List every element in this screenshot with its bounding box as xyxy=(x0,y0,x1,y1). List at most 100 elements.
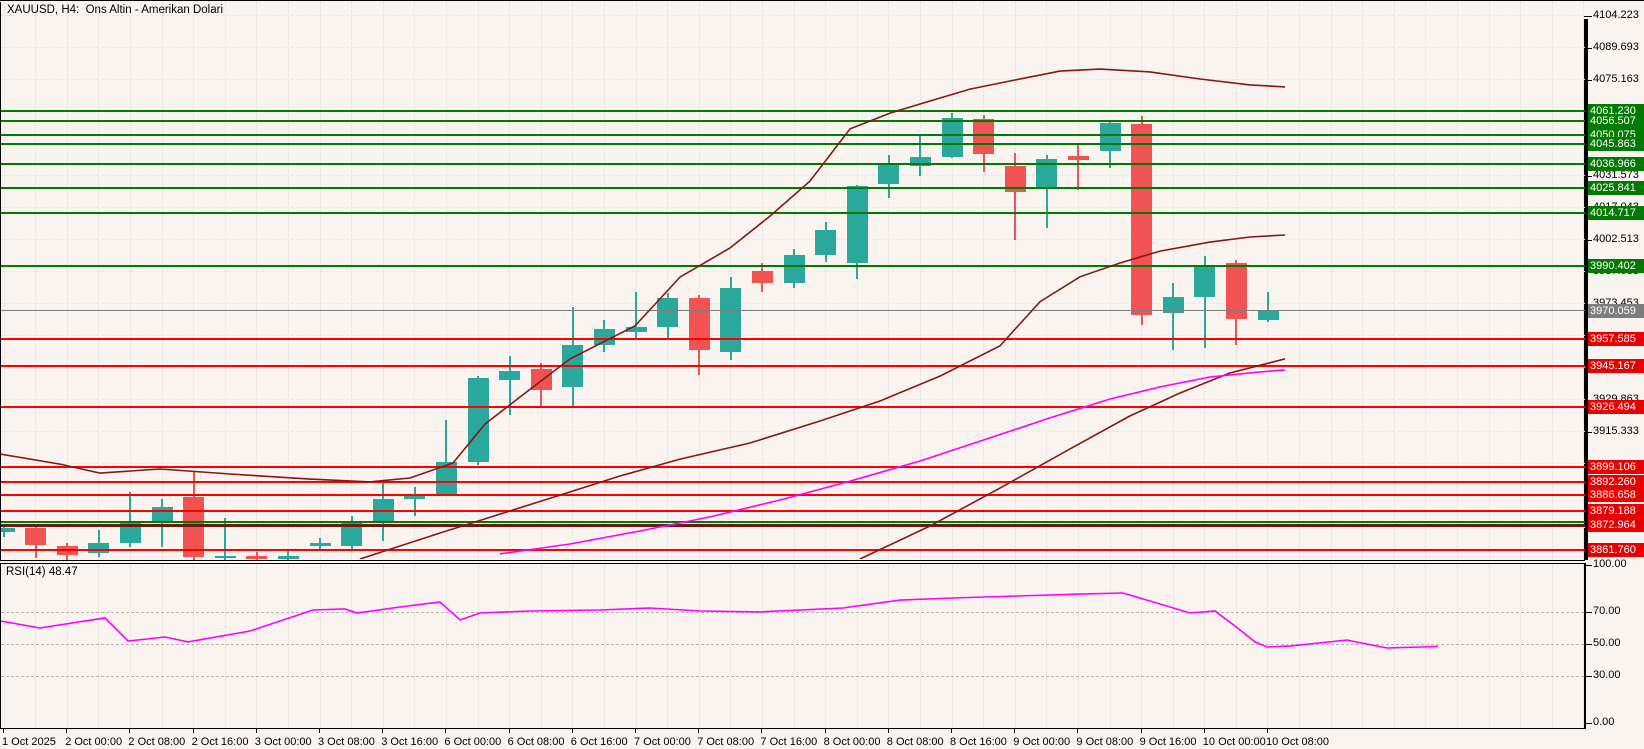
grid-line-vertical xyxy=(1362,2,1364,560)
grid-line-vertical xyxy=(1583,2,1585,560)
grid-line-vertical xyxy=(67,564,69,728)
price-tick-label: 4002.513 xyxy=(1593,232,1639,245)
rsi-tick-mark xyxy=(1584,723,1592,724)
candle-bullish xyxy=(1099,122,1121,152)
grid-line-vertical xyxy=(604,564,606,728)
grid-line-vertical xyxy=(1110,2,1112,560)
candle-bearish xyxy=(751,270,773,284)
time-tick-mark xyxy=(66,729,68,733)
grid-line-vertical xyxy=(509,2,511,560)
price-tick-label: 3915.333 xyxy=(1593,424,1639,437)
time-axis-label: 6 Oct 00:00 xyxy=(444,736,502,748)
candle-bullish xyxy=(277,556,299,560)
grid-line-vertical xyxy=(130,564,132,728)
price-tick-label: 4089.693 xyxy=(1593,40,1639,53)
resistance-line xyxy=(1,211,1585,214)
grid-line-vertical xyxy=(983,564,985,728)
grid-line-vertical xyxy=(98,2,100,560)
grid-line-vertical xyxy=(351,2,353,560)
time-axis-label: 6 Oct 08:00 xyxy=(507,736,565,748)
time-axis-label: 10 Oct 08:00 xyxy=(1266,736,1329,748)
support-line xyxy=(1,365,1585,368)
candle-wick xyxy=(635,291,637,340)
candle-wick xyxy=(1077,142,1080,190)
time-axis-label: 9 Oct 16:00 xyxy=(1139,736,1197,748)
grid-line-vertical xyxy=(1552,564,1554,728)
grid-line-vertical xyxy=(794,564,796,728)
support-line xyxy=(1,493,1585,496)
time-axis-label: 9 Oct 08:00 xyxy=(1076,736,1134,748)
time-axis-label: 10 Oct 00:00 xyxy=(1202,736,1266,748)
candle-bullish xyxy=(815,230,837,255)
time-axis-label: 2 Oct 00:00 xyxy=(65,736,123,748)
grid-line-vertical xyxy=(667,564,669,728)
candle-wick xyxy=(1172,283,1175,350)
grid-line-vertical xyxy=(162,2,164,560)
support-price-badge: 3879.188 xyxy=(1588,504,1644,519)
grid-line-vertical xyxy=(604,2,606,560)
price-tick-label: 4075.163 xyxy=(1593,72,1639,85)
grid-line-horizontal xyxy=(1,366,1585,369)
time-axis-label: 7 Oct 16:00 xyxy=(760,736,818,748)
grid-line-vertical xyxy=(1457,2,1459,560)
grid-line-vertical xyxy=(414,2,416,560)
candle-bullish xyxy=(657,298,679,327)
time-axis-label: 2 Oct 08:00 xyxy=(128,736,186,748)
grid-line-vertical xyxy=(1046,564,1048,728)
support-price-badge: 3957.585 xyxy=(1588,331,1644,346)
grid-line-vertical xyxy=(1110,564,1112,728)
resistance-line xyxy=(1,265,1585,268)
grid-line-vertical xyxy=(1583,564,1584,728)
candle-bearish xyxy=(25,528,47,545)
grid-line-horizontal xyxy=(1,430,1585,433)
time-tick-mark xyxy=(508,729,510,733)
grid-line-vertical xyxy=(256,564,258,728)
time-axis-label: 3 Oct 00:00 xyxy=(254,736,312,748)
grid-line-vertical xyxy=(1394,2,1396,560)
price-chart-pane[interactable]: XAUUSD, H4: Ons Altin - Amerikan Dolari xyxy=(0,2,1585,561)
grid-line-vertical xyxy=(1078,2,1080,560)
candle-bullish xyxy=(846,186,868,264)
grid-line-horizontal xyxy=(1,174,1585,177)
time-axis-label: 3 Oct 08:00 xyxy=(318,736,375,748)
time-tick-mark xyxy=(1077,729,1079,733)
price-axis[interactable]: 4104.2234089.6934075.1634031.5734017.043… xyxy=(1584,1,1644,749)
time-axis[interactable]: 1 Oct 2025 2 Oct 00:00 2 Oct 08:00 2 Oct 16… xyxy=(0,729,1584,749)
grid-line-vertical xyxy=(509,564,511,728)
grid-line-vertical xyxy=(193,564,195,728)
time-tick-mark xyxy=(951,729,952,733)
rsi-indicator-pane[interactable]: RSI(14) 48.47 xyxy=(0,563,1585,729)
time-axis-label: 1 Oct 2025 xyxy=(2,736,56,748)
current-price-badge: 3970.059 xyxy=(1588,304,1644,319)
candle-bullish xyxy=(341,520,363,547)
grid-line-vertical xyxy=(225,564,227,728)
grid-line-vertical xyxy=(35,564,37,728)
grid-line-vertical xyxy=(4,2,6,560)
grid-line-vertical xyxy=(162,564,164,728)
grid-line-vertical xyxy=(1015,564,1017,728)
grid-line-vertical xyxy=(4,564,6,728)
price-tick-label: 4031.573 xyxy=(1593,168,1639,181)
candle-bearish xyxy=(1067,155,1089,160)
resistance-line xyxy=(1,109,1585,112)
grid-line-vertical xyxy=(920,2,922,560)
candle-bearish xyxy=(1131,123,1153,315)
candle-bullish xyxy=(720,288,742,352)
grid-line-vertical xyxy=(541,2,543,560)
time-tick-mark xyxy=(255,729,257,733)
rsi-tick-mark xyxy=(1584,675,1592,677)
candle-bullish xyxy=(499,370,521,380)
price-tick-mark xyxy=(1584,79,1592,81)
grid-line-vertical xyxy=(383,564,385,728)
grid-line-horizontal xyxy=(1,302,1585,305)
price-tick-mark xyxy=(1584,239,1592,241)
candle-bullish xyxy=(878,164,900,185)
time-axis-label: 8 Oct 16:00 xyxy=(950,736,1007,748)
rsi-tick-label: 70.00 xyxy=(1593,605,1621,618)
grid-line-vertical xyxy=(572,2,574,560)
candle-wick xyxy=(224,517,227,560)
time-tick-mark xyxy=(571,729,573,733)
price-tick-mark xyxy=(1584,175,1592,177)
grid-line-vertical xyxy=(1457,564,1459,728)
